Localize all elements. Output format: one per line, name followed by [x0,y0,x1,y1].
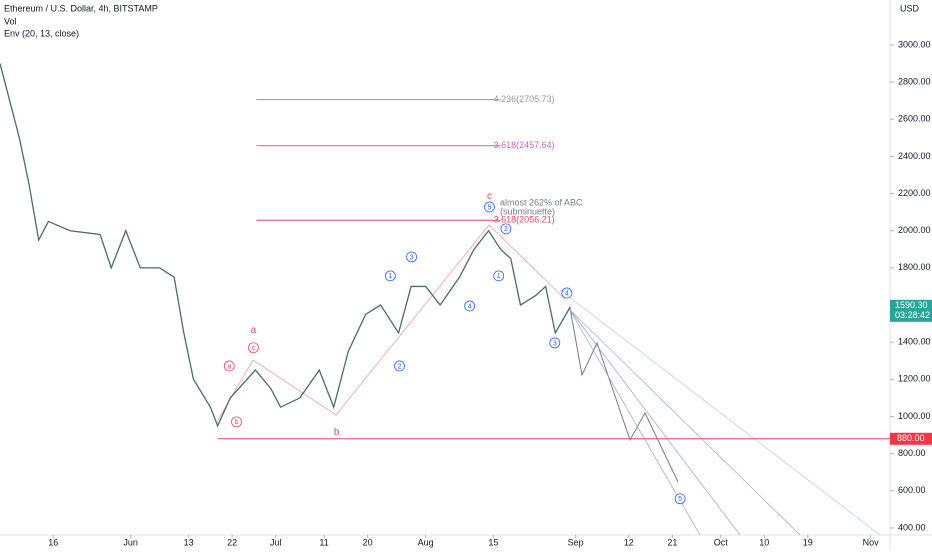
wave-label: 1 [497,273,501,280]
wave-label: 2 [504,226,508,233]
wave-label: a [251,325,257,336]
price-tag-label: 880.00 [897,433,925,443]
y-tick-label: 400.00 [898,522,926,532]
x-tick-label: 11 [319,537,328,547]
wave-circle [394,360,405,372]
x-tick-label: 22 [227,537,237,547]
wave-label: b [235,419,239,426]
fan-line [569,309,741,536]
y-tick-label: 2000.00 [898,225,931,235]
fib-label: 4.236(2705.73) [494,94,555,104]
y-tick-label: 2200.00 [898,188,931,198]
wave-path [217,224,567,421]
y-tick-label: 600.00 [898,485,926,495]
y-tick-label: 2400.00 [898,151,931,161]
fib-label: 3.618(2056.21) [494,215,555,225]
wave-label: c [252,345,256,352]
fan-line [569,309,801,536]
y-tick-label: 1800.00 [898,262,931,272]
wave-label: 4 [468,303,472,310]
wave-circle [248,342,259,354]
wave-circle [231,416,242,428]
last-price-label: 1590.30 [895,300,928,310]
wave-label: 2 [398,363,402,370]
x-tick-label: Sep [568,537,584,547]
x-tick-label: Nov [863,537,880,547]
wave-label: a [227,363,231,370]
price-line [0,63,571,428]
x-tick-label: Aug [418,537,434,547]
y-tick-label: 800.00 [898,448,926,458]
x-tick-label: Oct [714,537,729,547]
wave-circle [384,270,396,282]
note: (subminuette) [500,206,555,216]
wave-label: 3 [410,254,414,261]
x-tick-label: 19 [803,537,813,547]
wave-circle [406,251,418,263]
countdown: 03:28:42 [895,310,930,320]
wave-label: 5 [488,204,492,211]
wave-label: b [334,427,340,438]
wave-circle [561,287,573,299]
y-tick-label: 2800.00 [898,76,931,86]
indicator: Env (20, 13, close) [4,28,79,38]
wave-label: 5 [678,496,682,503]
price-tag [890,432,932,445]
indicator: Vol [4,16,17,26]
y-tick-label: 1400.00 [898,337,931,347]
wave-label: 1 [388,273,392,280]
y-axis-label: USD [900,3,920,13]
x-tick-label: 15 [488,537,498,547]
y-tick-label: 1000.00 [898,411,931,421]
note: almost 262% of ABC [500,197,583,207]
last-price-tag [890,299,932,322]
projection-path [569,307,679,483]
fib-label: 3.618(2457.64) [494,140,555,150]
wave-circle [500,223,512,235]
x-tick-label: 10 [759,537,769,547]
wave-label: 3 [553,340,557,347]
x-tick-label: 21 [667,537,677,547]
x-tick-label: 20 [363,537,373,547]
x-tick-label: 12 [624,537,634,547]
wave-circle [464,300,476,312]
x-tick-label: 13 [184,537,194,547]
fan-line [559,289,881,536]
x-tick-label: 16 [48,537,58,547]
wave-label: c [487,191,492,202]
wave-circle [674,493,686,505]
wave-circle [493,270,505,282]
wave-circle [484,201,495,213]
y-tick-label: 2600.00 [898,114,931,124]
x-tick-label: Jul [270,537,282,547]
y-tick-label: 1200.00 [898,374,931,384]
wave-circle [223,360,235,372]
x-tick-label: Jun [123,537,138,547]
chart-title: Ethereum / U.S. Dollar, 4h, BITSTAMP [4,3,158,13]
wave-circle [549,337,561,349]
y-tick-label: 3000.00 [898,39,931,49]
wave-label: 4 [565,290,569,297]
